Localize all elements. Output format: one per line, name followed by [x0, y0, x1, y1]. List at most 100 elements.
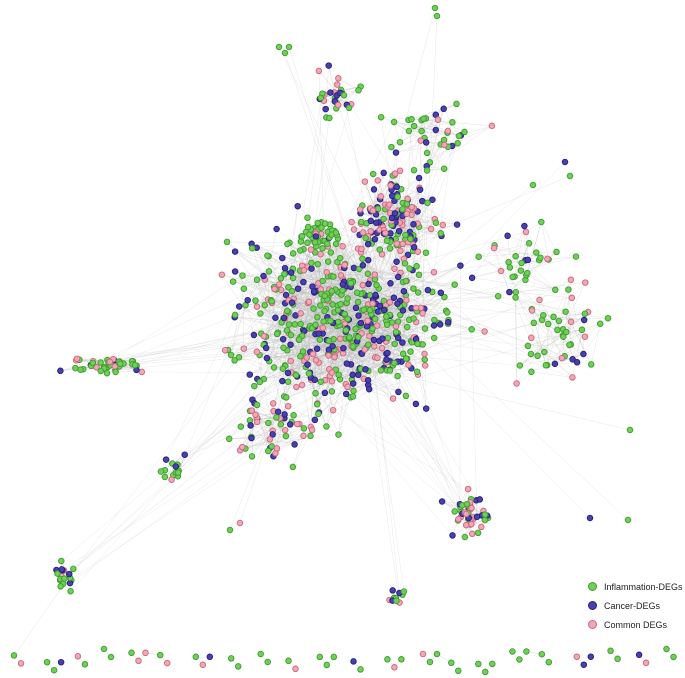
node-common [405, 361, 412, 369]
node-inflammation [297, 320, 304, 328]
node-inflammation [360, 306, 368, 313]
network-edge [459, 265, 461, 505]
node-inflammation [614, 655, 621, 663]
node-cancer [524, 256, 532, 264]
node-inflammation [58, 557, 65, 565]
node-inflammation [377, 367, 385, 374]
node-cancer [181, 451, 188, 458]
node-common [528, 334, 535, 342]
node-inflammation [494, 292, 502, 300]
node-inflammation [394, 372, 401, 380]
node-cancer [580, 350, 587, 358]
cancer-swatch-icon [588, 601, 597, 610]
node-inflammation [426, 658, 434, 666]
network-edge [165, 317, 235, 460]
network-edge [273, 413, 319, 457]
node-inflammation [328, 388, 336, 395]
network-edge [377, 173, 396, 209]
node-cancer [300, 278, 307, 286]
node-inflammation [538, 650, 546, 658]
node-inflammation [313, 401, 321, 408]
node-inflammation [563, 328, 570, 336]
node-inflammation [265, 419, 272, 427]
network-edge [338, 339, 351, 435]
common-swatch-icon [588, 620, 597, 629]
node-cancer [291, 441, 298, 448]
node-inflammation [533, 249, 540, 256]
node-common [74, 653, 82, 660]
node-inflammation [89, 359, 97, 367]
node-common [218, 271, 226, 278]
node-cancer [389, 587, 396, 594]
network-edge [259, 344, 264, 382]
network-edge [172, 344, 423, 464]
node-inflammation [257, 650, 264, 658]
network-edge [531, 337, 562, 359]
node-inflammation [383, 237, 391, 244]
node-inflammation [287, 331, 295, 339]
network-edge [362, 265, 399, 278]
network-edge [371, 313, 435, 339]
node-inflammation [307, 432, 314, 440]
node-cancer [329, 342, 336, 350]
node-inflammation [252, 297, 259, 304]
node-common [430, 268, 438, 276]
node-inflammation [528, 368, 535, 376]
node-inflammation [545, 658, 553, 666]
node-cancer [453, 221, 461, 228]
network-edge [370, 175, 393, 209]
node-inflammation [384, 334, 392, 342]
node-inflammation [525, 240, 533, 247]
node-common [300, 432, 307, 440]
node-inflammation [562, 308, 569, 315]
node-inflammation [324, 240, 331, 248]
network-edge [326, 349, 339, 427]
network-edge [395, 142, 427, 153]
node-inflammation [112, 368, 119, 376]
node-inflammation [346, 334, 353, 341]
node-inflammation [355, 333, 362, 341]
node-common [358, 245, 365, 253]
node-inflammation [524, 269, 531, 277]
network-edge [254, 352, 335, 387]
node-inflammation [327, 249, 335, 256]
node-inflammation [506, 264, 514, 271]
node-common [135, 657, 142, 665]
node-common [481, 328, 488, 335]
node-inflammation [358, 218, 365, 226]
node-common [298, 381, 306, 389]
network-edge [378, 288, 410, 320]
node-inflammation [234, 663, 242, 670]
node-inflammation [330, 653, 338, 661]
node-cancer [294, 285, 302, 292]
node-common [536, 296, 543, 304]
node-inflammation [451, 281, 458, 288]
node-common [260, 332, 268, 340]
network-edge [141, 371, 289, 374]
node-inflammation [481, 516, 489, 524]
network-edge [515, 292, 572, 299]
node-inflammation [292, 371, 300, 379]
network-edge [471, 329, 478, 517]
node-cancer [438, 498, 446, 505]
node-cancer [172, 463, 180, 470]
network-edge [73, 339, 328, 570]
network-edge [570, 321, 592, 365]
node-common [366, 332, 373, 340]
node-common [417, 137, 424, 144]
node-common [399, 240, 406, 248]
node-inflammation [227, 351, 235, 359]
node-cancer [235, 303, 243, 310]
node-inflammation [285, 43, 293, 51]
node-inflammation [537, 254, 544, 261]
node-common [341, 261, 348, 269]
node-common [336, 335, 344, 342]
node-inflammation [399, 206, 406, 213]
node-inflammation [256, 378, 264, 386]
network-edge [572, 313, 586, 378]
node-inflammation [304, 223, 312, 231]
network-edge [413, 145, 453, 171]
network-edge [330, 229, 412, 309]
network-edge [519, 319, 585, 366]
network-edge [397, 324, 441, 377]
